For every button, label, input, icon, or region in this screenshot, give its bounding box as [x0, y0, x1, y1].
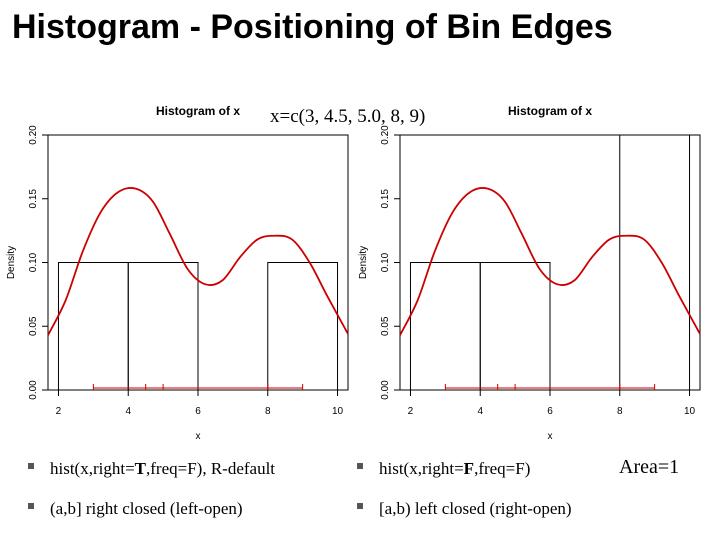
bullet-right-2-text: [a,b) left closed (right-open): [379, 499, 572, 518]
plot2-x-tick-label-2: 6: [547, 406, 553, 417]
plot2-x-axis-label: x: [548, 431, 553, 442]
plot1-x-tick-label-4: 10: [332, 406, 344, 417]
bullet-left-2-text: (a,b] right closed (left-open): [50, 499, 243, 518]
plot2-density-curve: [399, 187, 701, 336]
plot1-bar-0: [57, 262, 129, 390]
plot1-chart-title: Histogram of x: [156, 104, 240, 118]
plot1-bar-1: [127, 262, 199, 390]
plot2-y-tick-label-4: 0.20: [380, 125, 391, 145]
plot2-x-tick-label-4: 10: [684, 406, 696, 417]
plot2-y-tick-label-3: 0.15: [380, 189, 391, 209]
area-note: Area=1: [619, 456, 680, 478]
bullet-right-1-bold: F: [463, 459, 475, 478]
plot1-x-axis-label: x: [196, 431, 201, 442]
plot2-bar-1: [479, 262, 551, 390]
plot2-bar-3: [619, 134, 691, 390]
histogram-left: Histogram of x 2 4 6 8 10 x 0.00 0.05 0.10 0.15 0.2…: [6, 104, 349, 442]
plot2-y-tick-label-1: 0.05: [380, 316, 391, 336]
plot2-bar-0: [409, 262, 481, 390]
plot2-x-tick-label-3: 8: [617, 406, 623, 417]
plot2-y-tick-label-0: 0.00: [380, 380, 391, 400]
bullet-marker: [357, 503, 363, 509]
center-caption: x=c(3, 4.5, 5.0, 8, 9): [270, 106, 426, 127]
bullet-right-1-pre: hist(x,right=: [379, 459, 464, 478]
plot1-y-axis-label: Density: [6, 246, 17, 279]
bullet-marker: [28, 503, 34, 509]
plot2-x-tick-label-0: 2: [408, 406, 414, 417]
plot1-y-tick-label-3: 0.15: [28, 189, 39, 209]
plot1-x-tick-label-0: 2: [56, 406, 62, 417]
plot1-y-tick-label-1: 0.05: [28, 316, 39, 336]
plot2-y-tick-label-2: 0.10: [380, 252, 391, 272]
bullet-marker: [357, 463, 363, 469]
bullet-left-1-bold: T: [134, 459, 147, 478]
bullet-left-1-pre: hist(x,right=: [50, 459, 135, 478]
plot1-x-tick-label-2: 6: [195, 406, 201, 417]
bullet-left-1-post: ,freq=F), R-default: [146, 459, 276, 478]
bullet-right-1-post: ,freq=F): [474, 459, 531, 478]
plot1-x-tick-label-3: 8: [265, 406, 271, 417]
plot1-density-curve: [47, 187, 349, 336]
slide-title: Histogram - Positioning of Bin Edges: [12, 8, 613, 46]
histogram-right: Histogram of x 2 4 6 8 10 x 0.00 0.05 0.10 0.15 0.2…: [358, 104, 701, 442]
plot1-y-tick-label-4: 0.20: [28, 125, 39, 145]
plot1-y-tick-label-0: 0.00: [28, 380, 39, 400]
plot1-x-tick-label-1: 4: [125, 406, 131, 417]
plot2-chart-title: Histogram of x: [508, 104, 592, 118]
plot2-x-tick-label-1: 4: [477, 406, 483, 417]
plot2-y-axis-label: Density: [358, 246, 369, 279]
plot1-bar-3: [267, 262, 339, 390]
bullet-marker: [28, 463, 34, 469]
plot1-y-tick-label-2: 0.10: [28, 252, 39, 272]
